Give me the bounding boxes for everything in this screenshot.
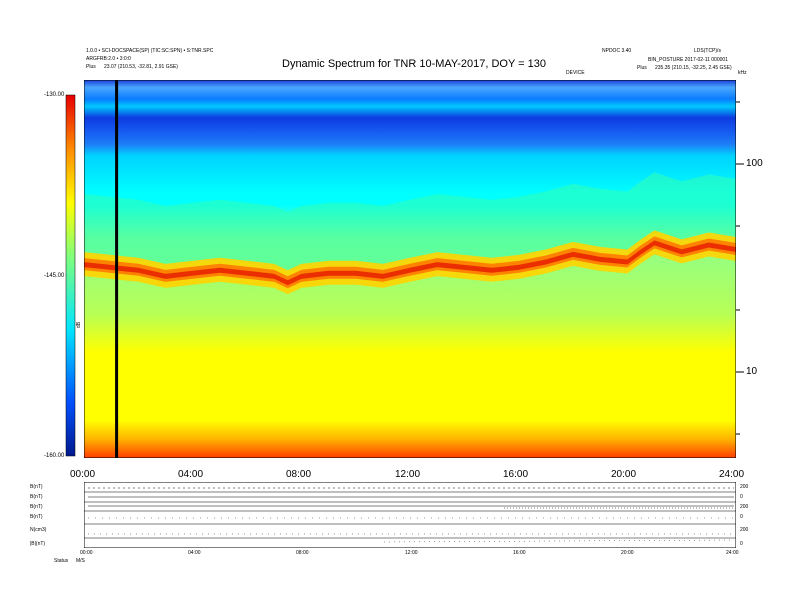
panel-label-3: B(nT) [30,504,43,510]
dynamic-spectrum-plot [84,80,736,458]
panel-x-tick-2: 08:00 [296,550,309,556]
panel-label-6: |B|(nT) [30,541,46,547]
panel-x-tick-6: 24:00 [726,550,739,556]
panel-x-tick-0: 00:00 [80,550,93,556]
x-tick-2: 08:00 [286,469,312,480]
panel-x-tick-3: 12:00 [405,550,418,556]
header-right-top2: LDS(TCP)/s [694,48,721,54]
colorbar-tick-bottom: -160.00 [44,453,65,459]
x-tick-5: 20:00 [611,469,637,480]
x-tick-6: 24:00 [719,469,745,480]
colorbar-tick-mid: -145.00 [44,273,65,279]
x-tick-1: 04:00 [178,469,204,480]
x-tick-0: 00:00 [70,469,96,480]
y-tick-10: 10 [746,366,758,377]
panel-x-tick-4: 16:00 [513,550,526,556]
panel-label-1: B(nT) [30,484,43,490]
x-tick-3: 12:00 [395,469,421,480]
panel-right-label-3: 200 [740,504,749,510]
panel-label-5: N(cm3) [30,527,47,533]
header-right-top1: NPDOC 3.40 [602,48,632,54]
colorbar-tick-top: -130.00 [44,92,65,98]
header-left-line2: ARGFRB:2.0 • 3:0:0 [86,56,131,62]
emission-band [84,172,736,295]
panel-label-2: B(nT) [30,494,43,500]
header-right-line2: BIN_POSTURE 2017-02-11 000001 [648,57,728,63]
magnetometer-panels [84,482,736,548]
panel-right-label-5: 200 [740,527,749,533]
emission-green-halo [84,172,736,273]
emission-red-core [84,240,736,286]
header-right-line3-value: 235.35 (210.15, -32.25, 2.45 GSE) [655,65,732,71]
header-center-small: DEVICE [566,70,585,76]
right-axis-ticks [736,101,744,435]
panel-label-4: B(nT) [30,514,43,520]
panel-right-label-1: 200 [740,484,749,490]
footer-value: M/S [76,558,85,564]
panels-frame [84,482,736,548]
panel-right-label-6: 0 [740,541,743,547]
colorbar-gradient [65,94,76,457]
header-left-line1: 1.0.0 • SCI-DOCSPACE(SP) (TIC:SC:SPN) • … [86,48,214,54]
footer-label: Status [54,558,69,564]
header-corner-small: kHz [738,70,747,76]
x-tick-4: 16:00 [503,469,529,480]
y-tick-100: 100 [746,158,763,169]
header-right-line3-label: Plus [637,65,647,71]
panel-right-label-4: 0 [740,514,743,520]
chart-title: Dynamic Spectrum for TNR 10-MAY-2017, DO… [282,58,547,70]
header-left-line3-value: 23.07 (210.53, -32.81, 2.91 GSE) [104,64,178,70]
panel-x-tick-1: 04:00 [188,550,201,556]
header-left-line3-label: Plus [86,64,96,70]
panel-trace [383,539,735,543]
colorbar [65,94,76,457]
colorbar-label: dB [76,321,83,329]
panel-right-label-2: 0 [740,494,743,500]
panel-x-tick-5: 20:00 [621,550,634,556]
